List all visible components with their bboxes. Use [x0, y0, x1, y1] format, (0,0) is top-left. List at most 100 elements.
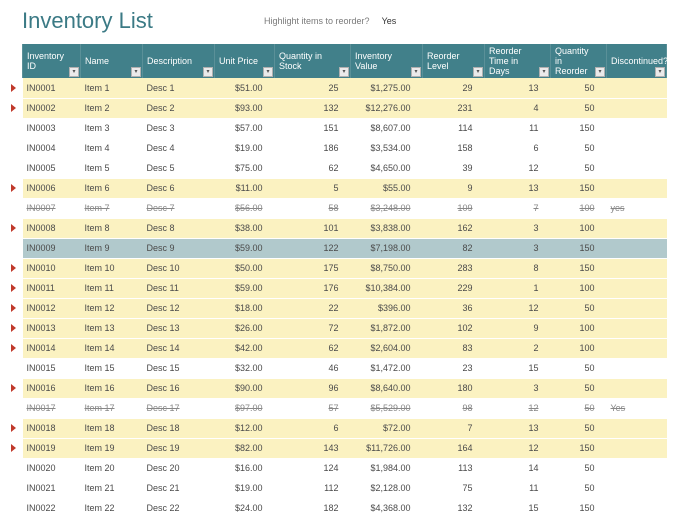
page-title: Inventory List — [22, 8, 260, 34]
filter-dropdown-icon[interactable]: ▾ — [131, 67, 141, 77]
cell: $1,984.00 — [351, 458, 423, 478]
table-row[interactable]: IN0003Item 3Desc 3$57.00151$8,607.001141… — [23, 118, 667, 138]
table-row[interactable]: IN0013Item 13Desc 13$26.0072$1,872.00102… — [23, 318, 667, 338]
cell: 6 — [275, 418, 351, 438]
cell: 50 — [551, 98, 607, 118]
table-row[interactable]: IN0012Item 12Desc 12$18.0022$396.0036125… — [23, 298, 667, 318]
cell-value: 182 — [323, 503, 338, 513]
table-row[interactable]: IN0009Item 9Desc 9$59.00122$7,198.008231… — [23, 238, 667, 258]
table-row[interactable]: IN0011Item 11Desc 11$59.00176$10,384.002… — [23, 278, 667, 298]
table-row[interactable]: IN0004Item 4Desc 4$19.00186$3,534.001586… — [23, 138, 667, 158]
cell — [607, 418, 667, 438]
table-row[interactable]: IN0019Item 19Desc 19$82.00143$11,726.001… — [23, 438, 667, 458]
cell: Desc 8 — [143, 218, 215, 238]
column-header[interactable]: Quantity in Stock▾ — [275, 44, 351, 78]
cell-value: $11,726.00 — [366, 443, 410, 453]
table-row[interactable]: IN0018Item 18Desc 18$12.006$72.0071350 — [23, 418, 667, 438]
cell: 3 — [485, 218, 551, 238]
cell-value: $7,198.00 — [370, 243, 410, 253]
filter-dropdown-icon[interactable]: ▾ — [69, 67, 79, 77]
highlight-value[interactable]: Yes — [382, 16, 397, 26]
cell — [607, 278, 667, 298]
cell: IN0014 — [23, 338, 81, 358]
cell-value: 100 — [579, 323, 594, 333]
cell-value: 50 — [584, 463, 594, 473]
cell: 3 — [485, 378, 551, 398]
cell — [607, 338, 667, 358]
table-row[interactable]: IN0015Item 15Desc 15$32.0046$1,472.00231… — [23, 358, 667, 378]
cell-value: 22 — [328, 303, 338, 313]
cell: 50 — [551, 378, 607, 398]
cell: 150 — [551, 178, 607, 198]
table-row[interactable]: IN0021Item 21Desc 21$19.00112$2,128.0075… — [23, 478, 667, 498]
cell-value: $2,604.00 — [370, 343, 410, 353]
cell: Desc 10 — [143, 258, 215, 278]
filter-dropdown-icon[interactable]: ▾ — [411, 67, 421, 77]
reorder-flag-icon — [11, 224, 16, 232]
cell: Desc 17 — [143, 398, 215, 418]
cell-value: 1 — [533, 283, 538, 293]
table-row[interactable]: IN0006Item 6Desc 6$11.005$55.00913150 — [23, 178, 667, 198]
cell: $3,248.00 — [351, 198, 423, 218]
table-row[interactable]: IN0002Item 2Desc 2$93.00132$12,276.00231… — [23, 98, 667, 118]
cell-value: 102 — [457, 323, 472, 333]
cell-value: 175 — [323, 263, 338, 273]
cell-value: Item 10 — [85, 263, 115, 273]
cell: Item 22 — [81, 498, 143, 518]
table-row[interactable]: IN0008Item 8Desc 8$38.00101$3,838.001623… — [23, 218, 667, 238]
cell: 12 — [485, 438, 551, 458]
filter-dropdown-icon[interactable]: ▾ — [539, 67, 549, 77]
table-body: IN0001Item 1Desc 1$51.0025$1,275.0029135… — [23, 78, 667, 518]
cell: 50 — [551, 158, 607, 178]
table-row[interactable]: IN0017Item 17Desc 17$97.0057$5,529.00981… — [23, 398, 667, 418]
column-header[interactable]: Quantity in Reorder▾ — [551, 44, 607, 78]
table-row[interactable]: IN0022Item 22Desc 22$24.00182$4,368.0013… — [23, 498, 667, 518]
cell-value: $90.00 — [235, 383, 263, 393]
filter-dropdown-icon[interactable]: ▾ — [595, 67, 605, 77]
table-row[interactable]: IN0010Item 10Desc 10$50.00175$8,750.0028… — [23, 258, 667, 278]
cell-value: 50 — [584, 403, 594, 413]
cell: $19.00 — [215, 478, 275, 498]
table-row[interactable]: IN0005Item 5Desc 5$75.0062$4,650.0039125… — [23, 158, 667, 178]
cell: $3,838.00 — [351, 218, 423, 238]
cell-value: Desc 22 — [147, 503, 180, 513]
cell: 100 — [551, 278, 607, 298]
cell-value: IN0014 — [27, 343, 56, 353]
table-row[interactable]: IN0001Item 1Desc 1$51.0025$1,275.0029135… — [23, 78, 667, 98]
filter-dropdown-icon[interactable]: ▾ — [263, 67, 273, 77]
filter-dropdown-icon[interactable]: ▾ — [339, 67, 349, 77]
table-row[interactable]: IN0014Item 14Desc 14$42.0062$2,604.00832… — [23, 338, 667, 358]
cell-value: 6 — [533, 143, 538, 153]
cell-value: Desc 4 — [147, 143, 175, 153]
cell: $12,276.00 — [351, 98, 423, 118]
cell — [607, 138, 667, 158]
cell-value: 114 — [458, 123, 472, 133]
filter-dropdown-icon[interactable]: ▾ — [203, 67, 213, 77]
cell: 114 — [423, 118, 485, 138]
column-header[interactable]: Reorder Level▾ — [423, 44, 485, 78]
column-header[interactable]: Discontinued?▾ — [607, 44, 667, 78]
column-header[interactable]: Name▾ — [81, 44, 143, 78]
filter-dropdown-icon[interactable]: ▾ — [473, 67, 483, 77]
cell — [607, 318, 667, 338]
column-header[interactable]: Inventory ID▾ — [23, 44, 81, 78]
column-header[interactable]: Reorder Time in Days▾ — [485, 44, 551, 78]
cell-value: Desc 13 — [147, 323, 180, 333]
cell-value: 12 — [528, 443, 538, 453]
cell-value: 9 — [533, 323, 538, 333]
column-header[interactable]: Inventory Value▾ — [351, 44, 423, 78]
cell-value: 72 — [328, 323, 338, 333]
cell: 124 — [275, 458, 351, 478]
column-header[interactable]: Description▾ — [143, 44, 215, 78]
table-row[interactable]: IN0016Item 16Desc 16$90.0096$8,640.00180… — [23, 378, 667, 398]
filter-dropdown-icon[interactable]: ▾ — [655, 67, 665, 77]
cell-value: $396.00 — [378, 303, 411, 313]
cell: 100 — [551, 338, 607, 358]
column-header[interactable]: Unit Price▾ — [215, 44, 275, 78]
table-row[interactable]: IN0007Item 7Desc 7$56.0058$3,248.0010971… — [23, 198, 667, 218]
cell-value: Item 17 — [85, 403, 115, 413]
cell: $90.00 — [215, 378, 275, 398]
cell: Desc 15 — [143, 358, 215, 378]
cell-value: $19.00 — [235, 483, 263, 493]
table-row[interactable]: IN0020Item 20Desc 20$16.00124$1,984.0011… — [23, 458, 667, 478]
